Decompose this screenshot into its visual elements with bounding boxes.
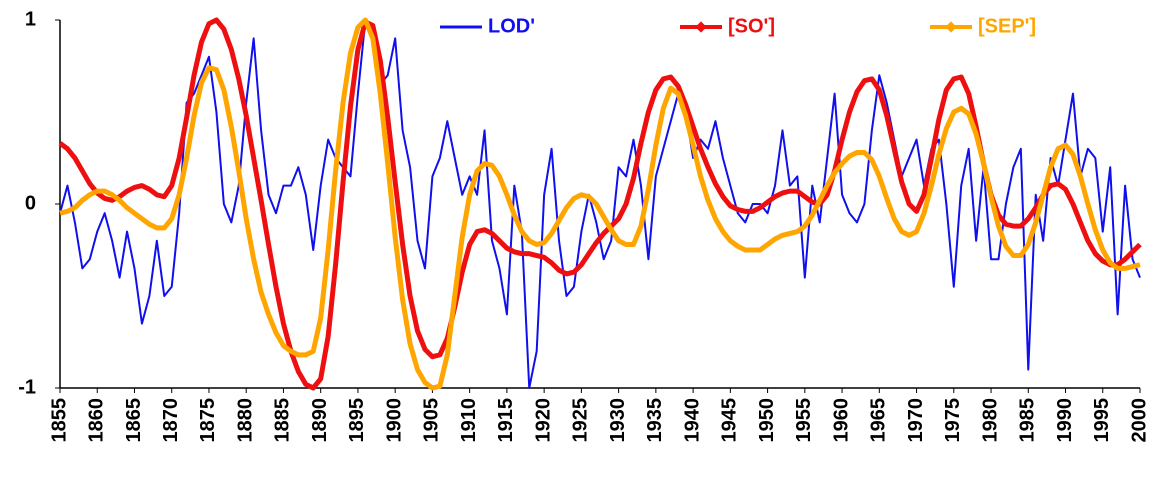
x-tick-label: 1940 [681,398,703,443]
x-tick-label: 2000 [1128,398,1150,443]
series-line [58,17,1142,391]
x-tick-label: 1860 [86,398,108,443]
y-tick-label: 0 [25,192,36,214]
x-tick-label: 1995 [1091,398,1113,443]
x-tick-label: 1875 [197,398,219,443]
x-tick-label: 1960 [830,398,852,443]
x-tick-label: 1915 [495,398,517,443]
x-tick-label: 1905 [421,398,443,443]
y-tick-label: -1 [18,376,36,398]
x-tick-label: 1855 [48,398,70,443]
x-tick-label: 1965 [868,398,890,443]
legend-label: LOD' [488,15,535,37]
x-tick-label: 1920 [532,398,554,443]
x-tick-label: 1865 [123,398,145,443]
x-tick-label: 1935 [644,398,666,443]
x-tick-label: 1930 [607,398,629,443]
x-tick-label: 1950 [756,398,778,443]
x-tick-label: 1925 [570,398,592,443]
legend-label: [SEP'] [978,15,1036,37]
x-tick-label: 1975 [942,398,964,443]
x-tick-label: 1990 [1054,398,1076,443]
y-tick-label: 1 [25,8,36,30]
x-tick-label: 1985 [1017,398,1039,443]
x-tick-label: 1890 [309,398,331,443]
x-tick-label: 1970 [905,398,927,443]
x-tick-label: 1955 [793,398,815,443]
x-tick-label: 1880 [234,398,256,443]
x-tick-label: 1870 [160,398,182,443]
series-line [59,17,1141,391]
legend-label: [SO'] [728,15,775,37]
x-tick-label: 1910 [458,398,480,443]
x-tick-label: 1885 [272,398,294,443]
x-tick-label: 1900 [383,398,405,443]
x-tick-label: 1895 [346,398,368,443]
series-line [59,19,1141,389]
legend-marker [945,21,957,33]
x-tick-label: 1980 [979,398,1001,443]
x-tick-label: 1945 [719,398,741,443]
legend-marker [695,21,707,33]
